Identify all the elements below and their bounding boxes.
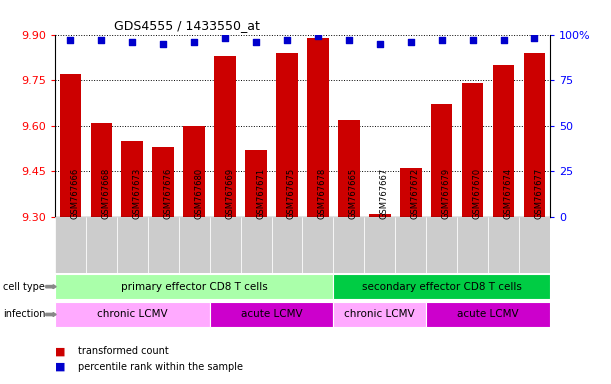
Bar	[148, 217, 178, 273]
Bar	[431, 104, 453, 217]
Text: GSM767675: GSM767675	[287, 167, 296, 218]
Bar	[334, 217, 364, 273]
Bar	[369, 214, 390, 217]
Bar	[524, 53, 545, 217]
Point	[220, 35, 230, 41]
Text: GSM767665: GSM767665	[349, 167, 358, 218]
Bar	[152, 147, 174, 217]
Point	[406, 39, 415, 45]
Bar	[488, 217, 519, 273]
Text: GSM767666: GSM767666	[70, 167, 79, 218]
Text: chronic LCMV: chronic LCMV	[97, 310, 167, 319]
Bar	[178, 217, 210, 273]
Text: GDS4555 / 1433550_at: GDS4555 / 1433550_at	[114, 19, 260, 32]
Bar	[55, 217, 86, 273]
Text: percentile rank within the sample: percentile rank within the sample	[78, 362, 243, 372]
Point	[375, 41, 385, 47]
Bar	[183, 126, 205, 217]
Bar	[334, 274, 550, 299]
Text: primary effector CD8 T cells: primary effector CD8 T cells	[121, 281, 268, 292]
Text: GSM767667: GSM767667	[380, 167, 389, 218]
Point	[128, 39, 137, 45]
Bar	[122, 141, 143, 217]
Bar	[241, 217, 271, 273]
Bar	[457, 217, 488, 273]
Point	[530, 35, 540, 41]
Point	[282, 37, 292, 43]
Text: GSM767673: GSM767673	[133, 167, 141, 218]
Point	[158, 41, 168, 47]
Text: GSM767671: GSM767671	[256, 167, 265, 218]
Bar	[86, 217, 117, 273]
Bar	[338, 120, 360, 217]
Bar	[214, 56, 236, 217]
Bar	[117, 217, 148, 273]
Bar	[90, 123, 112, 217]
Bar	[395, 217, 426, 273]
Bar	[426, 302, 550, 327]
Bar	[245, 150, 267, 217]
Bar	[364, 217, 395, 273]
Text: GSM767680: GSM767680	[194, 167, 203, 218]
Text: acute LCMV: acute LCMV	[457, 310, 519, 319]
Point	[97, 37, 106, 43]
Point	[344, 37, 354, 43]
Bar	[519, 217, 550, 273]
Text: GSM767669: GSM767669	[225, 167, 234, 218]
Bar	[210, 217, 241, 273]
Point	[437, 37, 447, 43]
Bar	[302, 217, 334, 273]
Text: GSM767679: GSM767679	[442, 167, 451, 218]
Text: infection: infection	[3, 310, 46, 319]
Point	[467, 37, 477, 43]
Text: secondary effector CD8 T cells: secondary effector CD8 T cells	[362, 281, 522, 292]
Text: cell type: cell type	[3, 281, 45, 292]
Text: acute LCMV: acute LCMV	[241, 310, 302, 319]
Text: ■: ■	[55, 362, 65, 372]
Point	[499, 37, 508, 43]
Text: GSM767678: GSM767678	[318, 167, 327, 218]
Text: chronic LCMV: chronic LCMV	[345, 310, 415, 319]
Text: GSM767677: GSM767677	[535, 167, 543, 218]
Bar	[60, 74, 81, 217]
Bar	[276, 53, 298, 217]
Bar	[492, 65, 514, 217]
Text: ■: ■	[55, 346, 65, 356]
Point	[65, 37, 75, 43]
Bar	[55, 274, 334, 299]
Point	[313, 33, 323, 40]
Bar	[210, 302, 334, 327]
Point	[189, 39, 199, 45]
Text: GSM767674: GSM767674	[503, 167, 513, 218]
Text: GSM767670: GSM767670	[472, 167, 481, 218]
Text: GSM767668: GSM767668	[101, 167, 111, 218]
Bar	[400, 168, 422, 217]
Bar	[334, 302, 426, 327]
Bar	[426, 217, 457, 273]
Text: GSM767672: GSM767672	[411, 167, 420, 218]
Bar	[462, 83, 483, 217]
Text: transformed count: transformed count	[78, 346, 169, 356]
Bar	[55, 302, 210, 327]
Bar	[271, 217, 302, 273]
Text: GSM767676: GSM767676	[163, 167, 172, 218]
Point	[251, 39, 261, 45]
Bar	[307, 38, 329, 217]
